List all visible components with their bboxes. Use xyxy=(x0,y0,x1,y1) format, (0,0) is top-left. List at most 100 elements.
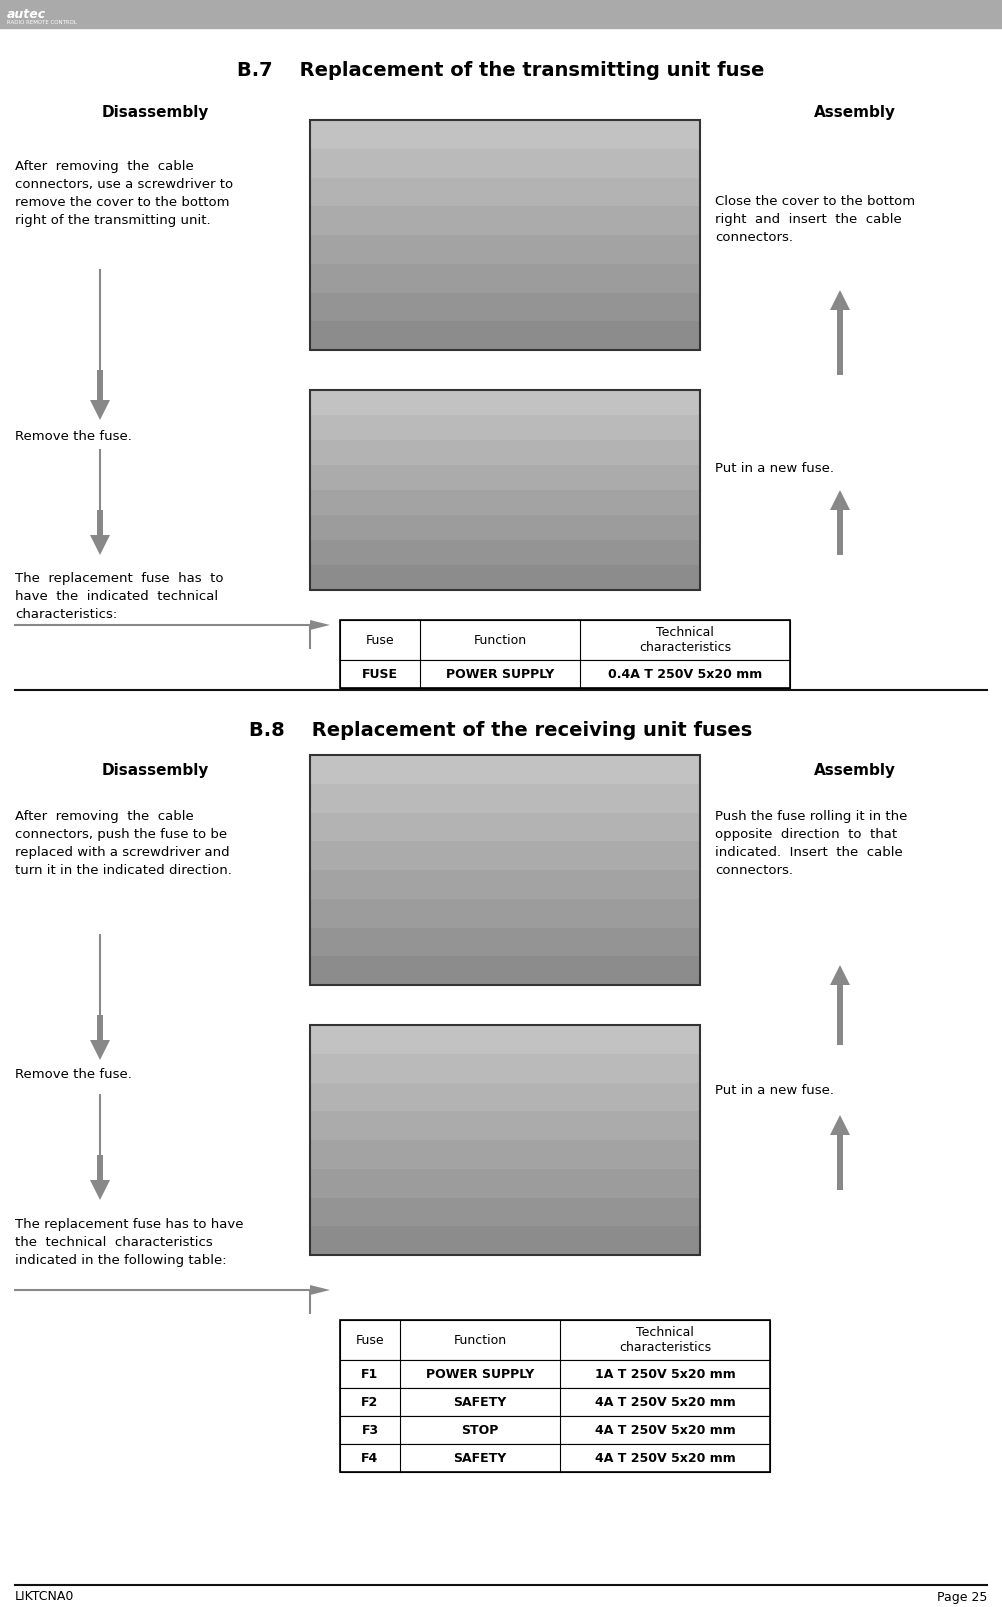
Text: B.8    Replacement of the receiving unit fuses: B.8 Replacement of the receiving unit fu… xyxy=(249,720,753,739)
Polygon shape xyxy=(90,535,110,554)
Bar xyxy=(310,1168,700,1197)
Polygon shape xyxy=(310,1286,330,1295)
Text: Page 25: Page 25 xyxy=(937,1591,987,1604)
Text: After  removing  the  cable
connectors, push the fuse to be
replaced with a scre: After removing the cable connectors, pus… xyxy=(15,810,231,877)
Bar xyxy=(837,1135,843,1191)
Text: LIKTCNA0: LIKTCNA0 xyxy=(15,1591,74,1604)
Text: 4A T 250V 5x20 mm: 4A T 250V 5x20 mm xyxy=(594,1424,735,1437)
Text: Disassembly: Disassembly xyxy=(101,762,208,778)
Text: F1: F1 xyxy=(362,1368,379,1380)
Text: Close the cover to the bottom
right  and  insert  the  cable
connectors.: Close the cover to the bottom right and … xyxy=(715,194,915,244)
Text: F3: F3 xyxy=(362,1424,379,1437)
Text: RADIO REMOTE CONTROL: RADIO REMOTE CONTROL xyxy=(7,19,77,24)
Text: The replacement fuse has to have
the  technical  characteristics
indicated in th: The replacement fuse has to have the tec… xyxy=(15,1218,243,1266)
Text: STOP: STOP xyxy=(461,1424,499,1437)
Bar xyxy=(310,121,700,350)
Text: Remove the fuse.: Remove the fuse. xyxy=(15,1069,132,1082)
Bar xyxy=(340,620,790,660)
Polygon shape xyxy=(310,620,330,630)
Bar xyxy=(310,292,700,321)
Bar xyxy=(310,784,700,813)
Bar xyxy=(310,898,700,927)
Polygon shape xyxy=(90,1180,110,1200)
Bar xyxy=(310,1083,700,1112)
Text: SAFETY: SAFETY xyxy=(453,1451,507,1464)
Bar xyxy=(310,235,700,264)
Bar xyxy=(310,1197,700,1226)
Polygon shape xyxy=(830,964,850,985)
Bar xyxy=(340,1445,770,1472)
Bar xyxy=(97,370,103,400)
Text: Function: Function xyxy=(454,1334,507,1347)
Bar xyxy=(340,1388,770,1416)
Bar xyxy=(837,985,843,1045)
Text: Assembly: Assembly xyxy=(814,104,896,119)
Text: POWER SUPPLY: POWER SUPPLY xyxy=(446,667,554,680)
Bar xyxy=(310,121,700,149)
Bar xyxy=(310,869,700,898)
Polygon shape xyxy=(90,1040,110,1061)
Bar xyxy=(310,321,700,350)
Bar xyxy=(310,1139,700,1168)
Text: F2: F2 xyxy=(362,1395,379,1408)
Bar xyxy=(310,121,700,350)
Bar xyxy=(310,840,700,869)
Polygon shape xyxy=(830,289,850,310)
Bar xyxy=(340,1360,770,1388)
Text: Technical
characteristics: Technical characteristics xyxy=(639,627,731,654)
Bar xyxy=(340,1319,770,1472)
Bar xyxy=(310,927,700,956)
Text: 4A T 250V 5x20 mm: 4A T 250V 5x20 mm xyxy=(594,1395,735,1408)
Bar xyxy=(310,755,700,784)
Bar xyxy=(310,464,700,490)
Bar xyxy=(340,660,790,688)
Bar xyxy=(340,1319,770,1360)
Bar xyxy=(310,566,700,590)
Bar xyxy=(97,1155,103,1180)
Bar xyxy=(310,415,700,440)
Text: Remove the fuse.: Remove the fuse. xyxy=(15,431,132,444)
Bar xyxy=(837,310,843,374)
Text: 1A T 250V 5x20 mm: 1A T 250V 5x20 mm xyxy=(594,1368,735,1380)
Bar xyxy=(310,956,700,985)
Bar xyxy=(310,264,700,292)
Bar xyxy=(310,1054,700,1083)
Text: Fuse: Fuse xyxy=(366,633,395,646)
Text: 0.4A T 250V 5x20 mm: 0.4A T 250V 5x20 mm xyxy=(608,667,763,680)
Bar xyxy=(310,391,700,590)
Bar xyxy=(310,755,700,985)
Polygon shape xyxy=(90,400,110,419)
Polygon shape xyxy=(830,1115,850,1135)
Bar xyxy=(310,813,700,840)
Text: The  replacement  fuse  has  to
have  the  indicated  technical
characteristics:: The replacement fuse has to have the ind… xyxy=(15,572,223,620)
Bar xyxy=(310,1112,700,1139)
Text: FUSE: FUSE xyxy=(362,667,398,680)
Text: Disassembly: Disassembly xyxy=(101,104,208,119)
Text: Technical
characteristics: Technical characteristics xyxy=(619,1326,711,1355)
Text: Assembly: Assembly xyxy=(814,762,896,778)
Text: Push the fuse rolling it in the
opposite  direction  to  that
indicated.  Insert: Push the fuse rolling it in the opposite… xyxy=(715,810,908,877)
Bar xyxy=(310,206,700,235)
Bar xyxy=(340,620,790,688)
Bar xyxy=(310,1025,700,1255)
Text: Put in a new fuse.: Put in a new fuse. xyxy=(715,1083,834,1096)
Bar xyxy=(310,490,700,514)
Text: POWER SUPPLY: POWER SUPPLY xyxy=(426,1368,534,1380)
Text: Function: Function xyxy=(473,633,527,646)
Bar xyxy=(97,1016,103,1040)
Text: autec: autec xyxy=(7,8,46,21)
Bar xyxy=(310,391,700,415)
Bar xyxy=(310,755,700,985)
Text: B.7    Replacement of the transmitting unit fuse: B.7 Replacement of the transmitting unit… xyxy=(237,61,765,79)
Polygon shape xyxy=(830,490,850,509)
Bar xyxy=(837,509,843,554)
Text: SAFETY: SAFETY xyxy=(453,1395,507,1408)
Bar xyxy=(310,391,700,590)
Bar xyxy=(310,540,700,566)
Bar xyxy=(97,509,103,535)
Bar xyxy=(310,514,700,540)
Bar xyxy=(310,1025,700,1054)
Bar xyxy=(310,440,700,464)
Text: F4: F4 xyxy=(362,1451,379,1464)
Text: Fuse: Fuse xyxy=(356,1334,385,1347)
